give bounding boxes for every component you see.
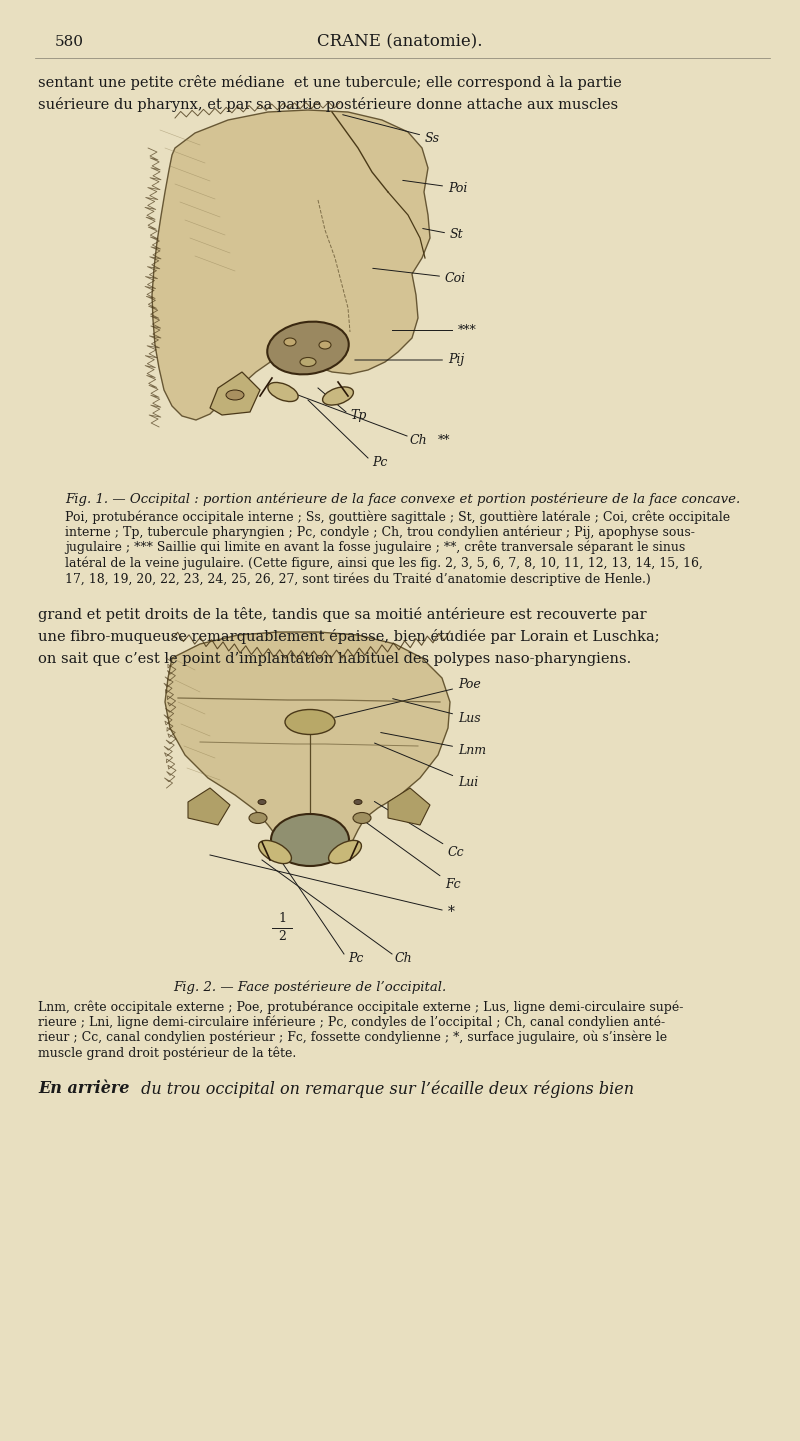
Text: 580: 580 (55, 35, 84, 49)
Ellipse shape (268, 382, 298, 402)
Text: Fig. 2. — Face postérieure de l’occipital.: Fig. 2. — Face postérieure de l’occipita… (174, 980, 446, 993)
Text: Ch: Ch (410, 434, 428, 447)
Text: Pc: Pc (348, 951, 363, 964)
Ellipse shape (267, 321, 349, 375)
Ellipse shape (319, 342, 331, 349)
Polygon shape (152, 110, 430, 419)
Polygon shape (188, 788, 230, 826)
Text: Ch: Ch (395, 951, 413, 964)
Text: on sait que c’est le point d’implantation habituel des polypes naso-pharyngiens.: on sait que c’est le point d’implantatio… (38, 651, 631, 666)
Text: Pc: Pc (372, 455, 387, 468)
Ellipse shape (322, 388, 354, 405)
Text: 17, 18, 19, 20, 22, 23, 24, 25, 26, 27, sont tirées du Traité d’anatomie descrip: 17, 18, 19, 20, 22, 23, 24, 25, 26, 27, … (65, 572, 650, 585)
Ellipse shape (353, 813, 371, 823)
Ellipse shape (258, 840, 291, 863)
Text: ***: *** (458, 323, 477, 337)
Ellipse shape (284, 339, 296, 346)
Text: **: ** (438, 434, 450, 447)
Text: du trou occipital on remarque sur l’écaille deux régions bien: du trou occipital on remarque sur l’écai… (136, 1079, 634, 1098)
Text: grand et petit droits de la tête, tandis que sa moitié antérieure est recouverte: grand et petit droits de la tête, tandis… (38, 608, 646, 623)
Text: Tp: Tp (350, 408, 366, 422)
Text: Poe: Poe (334, 679, 481, 718)
Text: Fc: Fc (362, 820, 461, 892)
Text: Coi: Coi (373, 268, 466, 284)
Text: 1: 1 (278, 912, 286, 925)
Ellipse shape (300, 357, 316, 366)
Text: St: St (422, 229, 464, 242)
Text: Fig. 1. — Occipital : portion antérieure de la face convexe et portion postérieu: Fig. 1. — Occipital : portion antérieure… (65, 491, 740, 506)
Text: muscle grand droit postérieur de la tête.: muscle grand droit postérieur de la tête… (38, 1046, 296, 1061)
Text: Cc: Cc (374, 801, 465, 859)
Text: suérieure du pharynx, et par sa partie postérieure donne attache aux muscles: suérieure du pharynx, et par sa partie p… (38, 97, 618, 112)
Text: Poi: Poi (402, 180, 467, 195)
Ellipse shape (354, 800, 362, 804)
Text: Poi, protubérance occipitale interne ; Ss, gouttière sagittale ; St, gouttière l: Poi, protubérance occipitale interne ; S… (65, 510, 730, 523)
Text: rieure ; Lni, ligne demi-circulaire inférieure ; Pc, condyles de l’occipital ; C: rieure ; Lni, ligne demi-circulaire infé… (38, 1016, 665, 1029)
Text: une fibro-muqueuse remarquablement épaisse, bien étudiée par Lorain et Luschka;: une fibro-muqueuse remarquablement épais… (38, 630, 660, 644)
Polygon shape (210, 372, 260, 415)
Polygon shape (388, 788, 430, 826)
Ellipse shape (329, 840, 362, 863)
Text: *: * (448, 905, 455, 919)
Ellipse shape (285, 709, 335, 735)
Text: 1: 1 (234, 385, 242, 398)
Text: Ss: Ss (342, 115, 440, 144)
Text: Lus: Lus (393, 699, 481, 725)
Text: jugulaire ; *** Saillie qui limite en avant la fosse jugulaire ; **, crête tranv: jugulaire ; *** Saillie qui limite en av… (65, 540, 686, 555)
Text: 2: 2 (278, 929, 286, 942)
Text: interne ; Tp, tubercule pharyngien ; Pc, condyle ; Ch, trou condylien antérieur : interne ; Tp, tubercule pharyngien ; Pc,… (65, 526, 695, 539)
Text: Lnm: Lnm (381, 732, 486, 757)
Text: Lui: Lui (374, 744, 478, 788)
Polygon shape (165, 633, 450, 860)
Text: Lnm, crête occipitale externe ; Poe, protubérance occipitale externe ; Lus, lign: Lnm, crête occipitale externe ; Poe, pro… (38, 1000, 683, 1013)
Ellipse shape (258, 800, 266, 804)
Text: 2: 2 (234, 403, 242, 416)
Text: Pij: Pij (354, 353, 464, 366)
Text: sentant une petite crête médiane  et une tubercule; elle correspond à la partie: sentant une petite crête médiane et une … (38, 75, 622, 89)
Text: CRANE (anatomie).: CRANE (anatomie). (318, 33, 482, 50)
Ellipse shape (226, 391, 244, 401)
Ellipse shape (271, 814, 349, 866)
Text: rieur ; Cc, canal condylien postérieur ; Fc, fossette condylienne ; *, surface j: rieur ; Cc, canal condylien postérieur ;… (38, 1030, 667, 1045)
Ellipse shape (249, 813, 267, 823)
Text: En arrière: En arrière (38, 1079, 130, 1097)
Text: latéral de la veine jugulaire. (Cette figure, ainsi que les fig. 2, 3, 5, 6, 7, : latéral de la veine jugulaire. (Cette fi… (65, 556, 703, 571)
